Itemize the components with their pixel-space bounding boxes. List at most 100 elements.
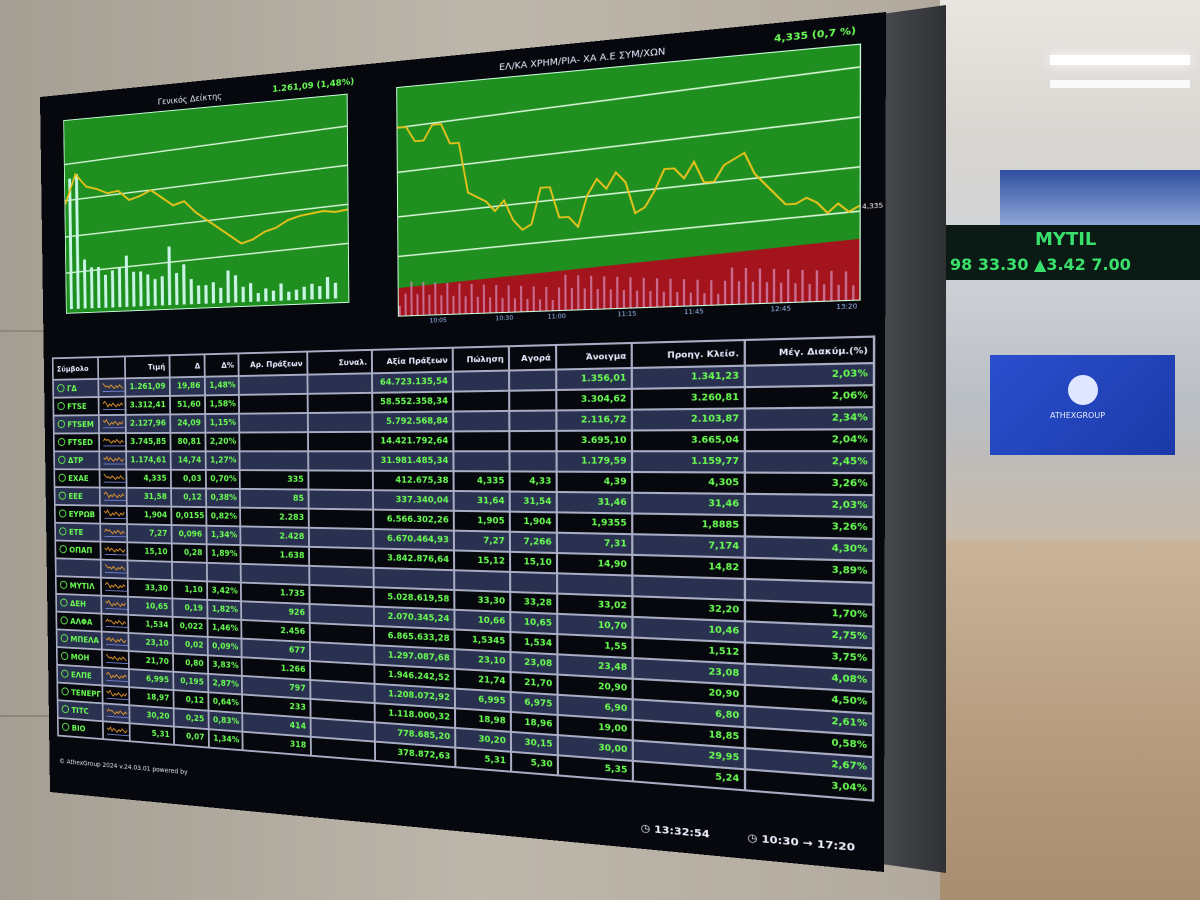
- ceiling-light: [1050, 55, 1190, 65]
- x-tick-label: 11:45: [684, 308, 704, 317]
- sparkline-icon: [103, 398, 125, 410]
- symbol: ΑΛΦΑ: [70, 617, 93, 628]
- sparkline: [99, 433, 127, 452]
- left-chart-readout: 1.261,09 (1,48%): [272, 77, 355, 95]
- column-header[interactable]: Αρ. Πράξεων: [238, 351, 308, 377]
- volume-bar: [318, 285, 322, 300]
- column-header[interactable]: Αγορά: [508, 344, 557, 371]
- sparkline-icon: [104, 489, 126, 501]
- volume-bar: [622, 289, 626, 308]
- volume-bar: [464, 296, 467, 314]
- value-cell: [171, 561, 208, 582]
- volume-bar: [226, 270, 230, 303]
- x-tick-label: 11:00: [547, 312, 566, 321]
- value-cell: [509, 451, 557, 472]
- volume-bar: [844, 271, 848, 301]
- volume-bar: [696, 279, 699, 306]
- volume-bar: [526, 298, 529, 312]
- value-cell: 14,74: [170, 451, 206, 470]
- volume-bar: [219, 287, 223, 304]
- value-cell: 1,15%: [205, 413, 240, 433]
- value-cell: 3,26%: [744, 472, 874, 496]
- value-cell: 2,45%: [744, 451, 874, 474]
- value-cell: 1,34%: [208, 729, 243, 751]
- column-header[interactable]: [97, 356, 126, 379]
- value-cell: 0,70%: [205, 469, 240, 489]
- sparkline-icon: [103, 435, 125, 447]
- symbol: ΟΠΑΠ: [69, 545, 93, 556]
- volume-bar: [440, 295, 443, 315]
- value-cell: [452, 370, 510, 392]
- value-cell: [308, 508, 374, 530]
- value-cell: [307, 373, 373, 394]
- value-cell: 3.665,04: [631, 429, 745, 452]
- column-header[interactable]: Δ: [169, 354, 205, 378]
- column-header[interactable]: Αξία Πράξεων: [371, 347, 453, 374]
- symbol: ΜΟΗ: [70, 652, 90, 663]
- column-header[interactable]: Σύμβολο: [52, 357, 99, 380]
- value-cell: 2.103,87: [631, 408, 745, 431]
- status-icon: [57, 383, 65, 392]
- value-cell: 1,5345: [454, 629, 511, 653]
- table-row[interactable]: FTSED 3.745,85 80,81 2,20% 14.421.792,64 3.69…: [53, 429, 874, 452]
- status-icon: [57, 419, 66, 428]
- value-cell: 23,10: [128, 632, 174, 654]
- value-cell: 1.638: [240, 545, 310, 566]
- sparkline-icon: [103, 417, 125, 429]
- volume-bar: [495, 284, 498, 313]
- sparkline-icon: [107, 723, 129, 736]
- column-header[interactable]: Συναλ.: [307, 349, 373, 375]
- background-office: MYTIL 98 33.30 ▲3.42 7.00 ATHEXGROUP: [940, 0, 1200, 900]
- value-cell: 7,27: [453, 530, 510, 552]
- value-cell: 1,904: [509, 511, 557, 533]
- value-cell: [308, 489, 374, 510]
- volume-bar: [241, 286, 245, 303]
- symbol: ΤΙΤC: [71, 706, 89, 717]
- value-cell: [453, 451, 510, 472]
- column-header[interactable]: Δ%: [204, 353, 239, 377]
- volume-bar: [416, 294, 419, 316]
- symbol: ΒΙΟ: [71, 723, 86, 734]
- volume-bar: [90, 267, 94, 309]
- plot-background: [64, 94, 349, 313]
- sparkline: [100, 523, 128, 543]
- value-cell: 1,10: [172, 580, 208, 600]
- volume-bar: [609, 289, 612, 309]
- volume-bar: [501, 297, 504, 313]
- volume-bar: [837, 284, 840, 301]
- symbol-cell: ΔΤΡ: [54, 451, 100, 470]
- value-cell: 80,81: [170, 432, 206, 452]
- volume-bar: [655, 278, 659, 307]
- value-cell: 335: [239, 470, 309, 490]
- value-cell: [307, 431, 373, 452]
- volume-bar: [482, 284, 486, 313]
- status-icon: [61, 722, 70, 731]
- status-icon: [59, 544, 67, 553]
- column-header[interactable]: Άνοιγμα: [556, 342, 632, 370]
- value-cell: 31,46: [556, 492, 633, 514]
- column-header[interactable]: Μέγ. Διακύμ.(%): [744, 336, 875, 366]
- column-header[interactable]: Τιμή: [124, 355, 170, 379]
- value-cell: 33,30: [454, 590, 511, 612]
- value-cell: 15,10: [127, 542, 172, 562]
- value-cell: 3.312,41: [125, 395, 171, 415]
- value-cell: 14.421.792,64: [372, 431, 454, 452]
- column-header[interactable]: Προηγ. Κλείσ.: [631, 340, 745, 369]
- brand-text: ATHEXGROUP: [1050, 411, 1106, 420]
- volume-bar: [596, 288, 599, 309]
- ticker-values: 98 33.30 ▲3.42 7.00: [950, 255, 1131, 274]
- symbol: ΕΕΕ: [68, 492, 83, 502]
- volume-bar: [744, 267, 748, 304]
- value-cell: 64.723.135,54: [372, 371, 454, 393]
- symbol-cell: ΕΕΕ: [54, 487, 100, 506]
- symbol-cell: ΜΥΤΙΛ: [55, 576, 102, 596]
- volume-bar: [249, 283, 253, 302]
- value-cell: 2,06%: [744, 385, 874, 409]
- symbol-cell: FTSE: [53, 397, 99, 416]
- volume-bar: [649, 291, 652, 307]
- volume-bar: [583, 288, 586, 310]
- value-cell: [454, 570, 511, 592]
- volume-bar: [287, 291, 291, 301]
- value-cell: 3.745,85: [125, 432, 171, 452]
- column-header[interactable]: Πώληση: [452, 346, 510, 372]
